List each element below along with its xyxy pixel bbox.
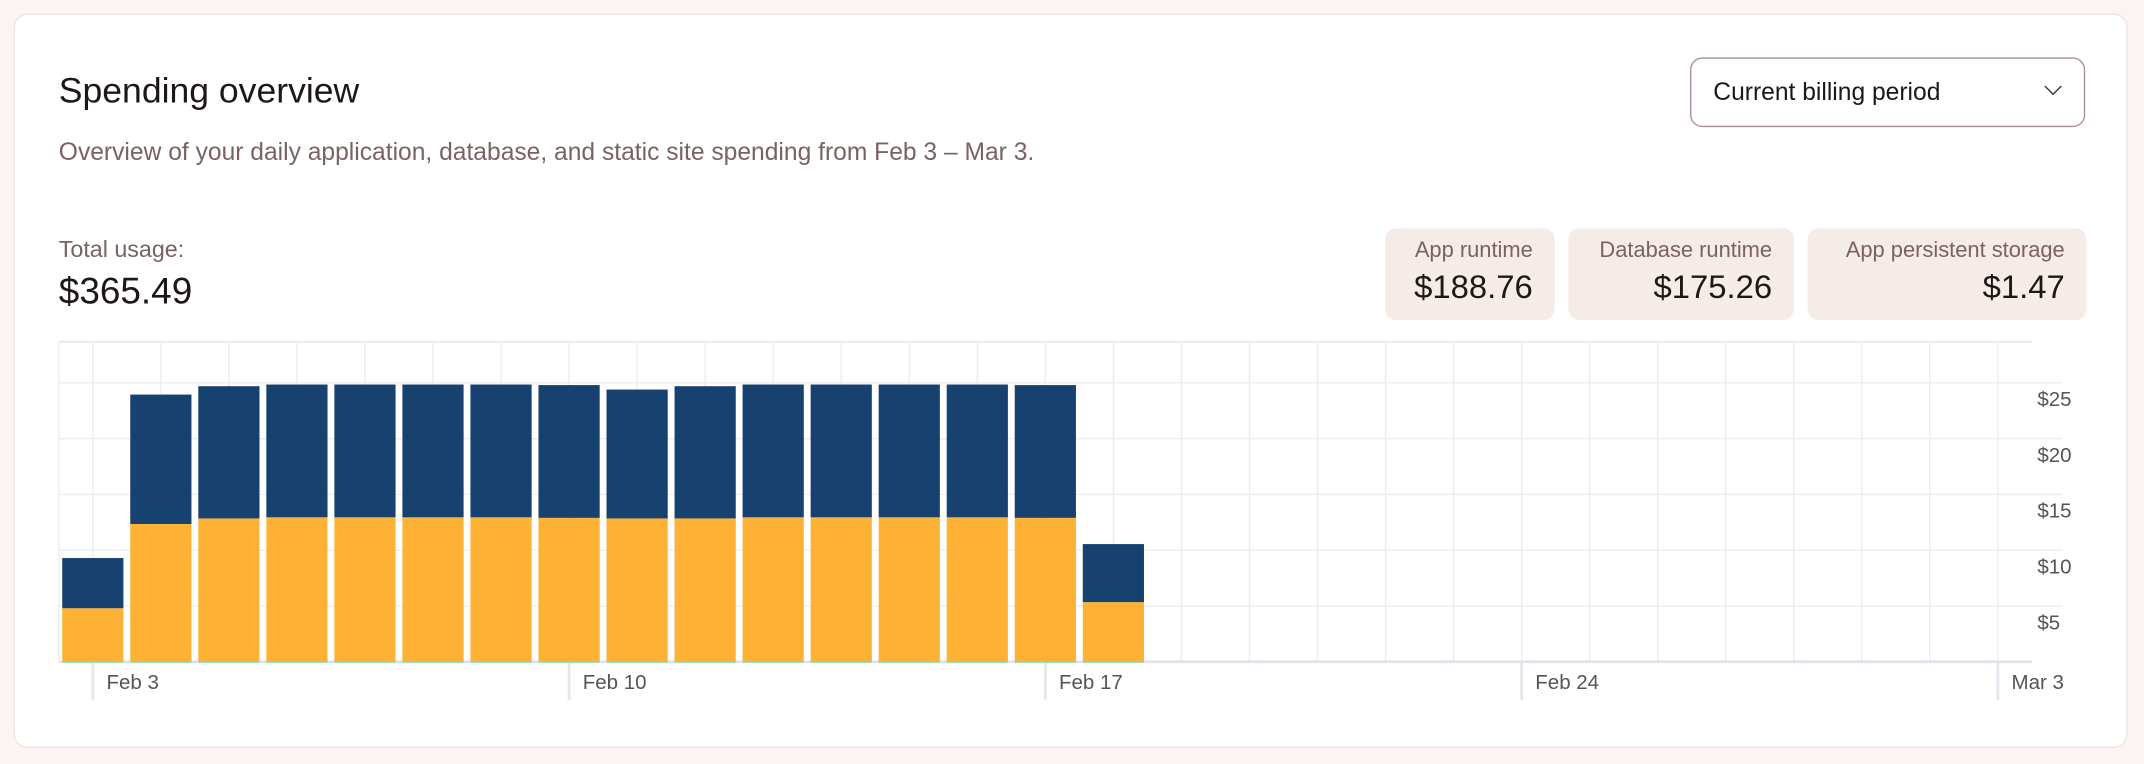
- bar-segment-2: [810, 384, 872, 518]
- bar-segment-1: [742, 517, 804, 662]
- chip-label: Database runtime: [1599, 239, 1773, 263]
- bar-segment-1: [402, 517, 464, 662]
- x-tick-label: Mar 3: [2012, 671, 2064, 694]
- bar-segment-2: [62, 558, 124, 609]
- bar-segment-1: [810, 517, 872, 662]
- chip-app-runtime: App runtime $188.76: [1385, 228, 1555, 320]
- y-tick-label: $15: [2037, 500, 2071, 523]
- y-tick-label: $10: [2037, 555, 2071, 578]
- bar-segment-0: [1082, 661, 1144, 663]
- chip-label: App runtime: [1414, 239, 1533, 263]
- bar-segment-1: [1082, 602, 1144, 662]
- x-tick-label: Feb 3: [106, 671, 158, 694]
- bar-segment-0: [878, 661, 940, 663]
- bar-segment-2: [742, 384, 804, 518]
- bar-segment-1: [538, 517, 600, 662]
- bar-segment-0: [130, 661, 192, 663]
- bar-segment-1: [1014, 517, 1076, 662]
- chip-value: $1.47: [1982, 269, 2065, 307]
- bar-segment-2: [1082, 544, 1144, 603]
- bar-segment-2: [878, 384, 940, 518]
- bar-segment-1: [470, 517, 532, 662]
- chip-app-persistent-storage: App persistent storage $1.47: [1807, 228, 2087, 320]
- bar-segment-0: [810, 661, 872, 663]
- total-usage-label: Total usage:: [58, 236, 185, 263]
- bar-segment-1: [946, 517, 1008, 662]
- y-tick-label: $20: [2037, 444, 2071, 467]
- bar-segment-2: [606, 389, 668, 519]
- x-tick-label: Feb 10: [583, 671, 647, 694]
- bar-segment-1: [198, 518, 260, 662]
- bar-segment-2: [266, 384, 328, 518]
- bar-segment-1: [334, 517, 396, 662]
- bar-segment-1: [606, 518, 668, 662]
- chip-value: $175.26: [1653, 269, 1773, 307]
- billing-period-value: Current billing period: [1713, 77, 1941, 106]
- bar-segment-0: [198, 661, 260, 663]
- bar-segment-0: [62, 661, 124, 663]
- page-title: Spending overview: [58, 69, 360, 111]
- chip-label: App persistent storage: [1845, 239, 2065, 263]
- bar-segment-1: [62, 608, 124, 662]
- bar-segment-1: [130, 524, 192, 662]
- bar-segment-0: [674, 661, 736, 663]
- bar-segment-0: [470, 661, 532, 663]
- bar-segment-2: [470, 384, 532, 518]
- x-tick-label: Feb 24: [1535, 671, 1599, 694]
- bar-segment-1: [674, 518, 736, 662]
- y-tick-label: $25: [2037, 388, 2071, 411]
- bar-segment-2: [334, 384, 396, 518]
- chip-database-runtime: Database runtime $175.26: [1568, 228, 1794, 320]
- total-usage-value: $365.49: [58, 270, 193, 312]
- bar-segment-2: [538, 385, 600, 518]
- bar-segment-2: [946, 384, 1008, 518]
- billing-period-select[interactable]: Current billing period: [1690, 57, 2086, 128]
- bar-segment-2: [402, 384, 464, 518]
- bar-segment-2: [130, 394, 192, 525]
- bar-segment-0: [402, 661, 464, 663]
- x-tick-label: Feb 17: [1059, 671, 1123, 694]
- bar-segment-2: [1014, 385, 1076, 518]
- bar-segment-0: [1014, 661, 1076, 663]
- bar-segment-0: [334, 661, 396, 663]
- bar-segment-0: [606, 661, 668, 663]
- y-tick-label: $5: [2037, 611, 2060, 634]
- bar-segment-0: [538, 661, 600, 663]
- bar-segment-1: [266, 517, 328, 662]
- page-subtitle: Overview of your daily application, data…: [58, 138, 1035, 166]
- bar-segment-1: [878, 517, 940, 662]
- bar-segment-2: [674, 386, 736, 519]
- chip-value: $188.76: [1414, 269, 1533, 307]
- bar-segment-0: [742, 661, 804, 663]
- bar-segment-2: [198, 386, 260, 519]
- bar-segment-0: [266, 661, 328, 663]
- bar-segment-0: [946, 661, 1008, 663]
